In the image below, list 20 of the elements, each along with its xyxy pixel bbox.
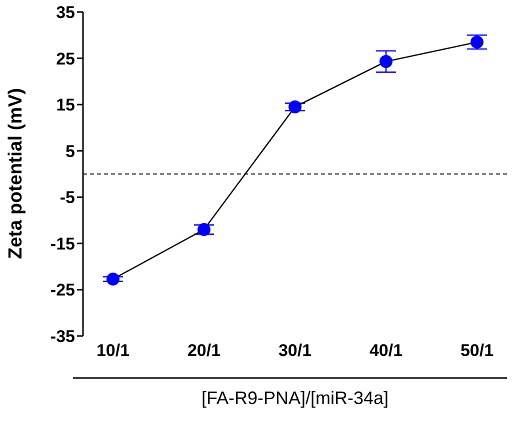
x-tick-label: 10/1 <box>96 341 130 360</box>
point <box>106 272 120 286</box>
y-axis-title: Zeta potential (mV) <box>6 88 27 259</box>
x-axis-title: [FA-R9-PNA]/[miR-34a] <box>201 388 389 408</box>
x-tick-label: 20/1 <box>187 341 221 360</box>
point <box>288 100 302 114</box>
y-tick-label: -5 <box>60 188 75 208</box>
y-tick-label: 15 <box>56 96 75 115</box>
y-tick-label: 5 <box>66 142 75 161</box>
x-tick-label: 40/1 <box>369 341 403 360</box>
x-tick-label: 30/1 <box>278 341 312 360</box>
point <box>198 223 210 236</box>
y-tick-label: 35 <box>56 3 75 22</box>
point <box>380 55 392 68</box>
y-tick-label: 25 <box>56 49 75 68</box>
y-tick-label: -15 <box>50 234 75 254</box>
point <box>470 36 484 49</box>
y-tick-label: -25 <box>50 280 75 300</box>
x-tick-label: 50/1 <box>460 341 494 360</box>
y-tick-label: -35 <box>50 327 75 346</box>
